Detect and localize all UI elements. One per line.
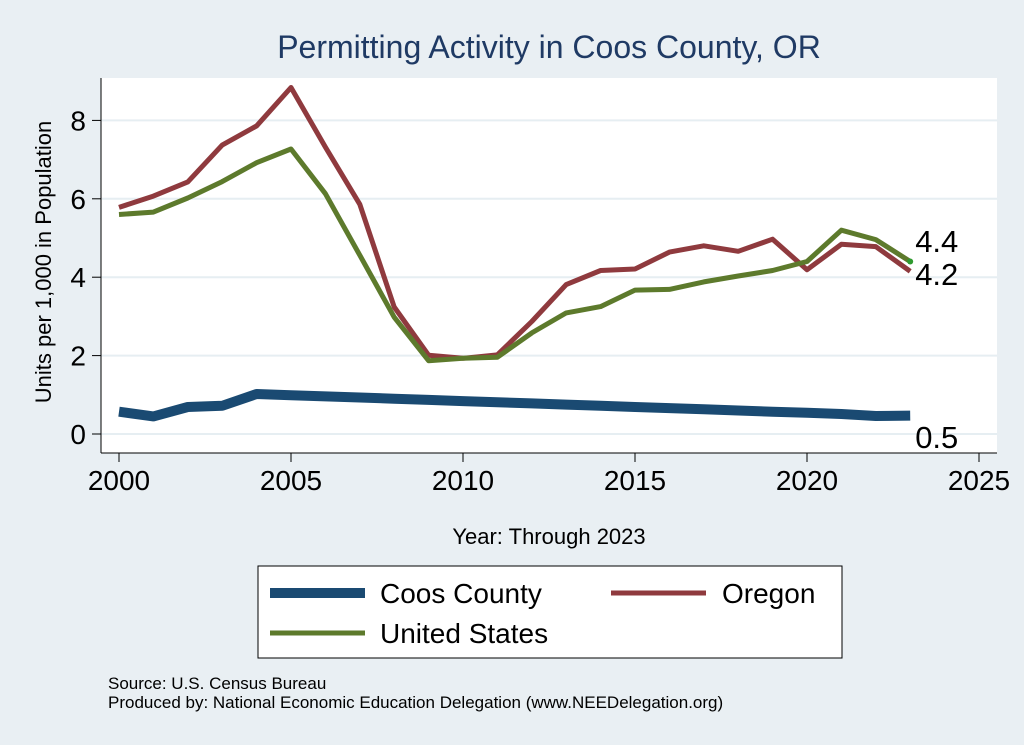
axes (100, 78, 997, 454)
end-labels: 0.5 4.24.4 (907, 224, 958, 455)
produced-by-note: Produced by: National Economic Education… (108, 693, 723, 712)
y-tick-label: 0 (70, 419, 86, 450)
x-tick-label: 2020 (776, 465, 838, 496)
x-tick-label: 2000 (88, 465, 150, 496)
legend-box (257, 565, 843, 659)
end-label-coos-county: 0.5 (915, 420, 958, 455)
x-tick-label: 2005 (260, 465, 322, 496)
legend-label-united-states: United States (380, 618, 548, 649)
series-lines (118, 85, 912, 422)
chart-title: Permitting Activity in Coos County, OR (277, 29, 821, 65)
series-line-oregon (118, 85, 912, 361)
y-tick-label: 8 (70, 105, 86, 136)
series-line-coos-county (118, 389, 911, 422)
y-tick-label: 2 (70, 341, 86, 372)
end-point-united-states (907, 258, 914, 265)
y-axis-label: Units per 1,000 in Population (31, 121, 56, 404)
plot-area (101, 78, 997, 453)
legend-label-coos-county: Coos County (380, 578, 542, 609)
end-label-oregon: 4.2 (915, 257, 958, 292)
legend: Coos County Oregon United States (257, 565, 843, 659)
series-line-united-states (118, 146, 912, 364)
x-tick-label: 2015 (604, 465, 666, 496)
legend-label-oregon: Oregon (722, 578, 815, 609)
y-tick-label: 6 (70, 184, 86, 215)
x-axis-label: Year: Through 2023 (452, 524, 645, 549)
source-note: Source: U.S. Census Bureau (108, 674, 326, 693)
x-tick-label: 2025 (948, 465, 1010, 496)
gridlines (101, 119, 997, 435)
axis-ticks: 0 2 4 6 8 2000 2005 2010 2015 2020 2025 (70, 105, 1010, 496)
x-tick-label: 2010 (432, 465, 494, 496)
y-tick-label: 4 (70, 262, 86, 293)
end-label-united-states: 4.4 (915, 224, 958, 259)
